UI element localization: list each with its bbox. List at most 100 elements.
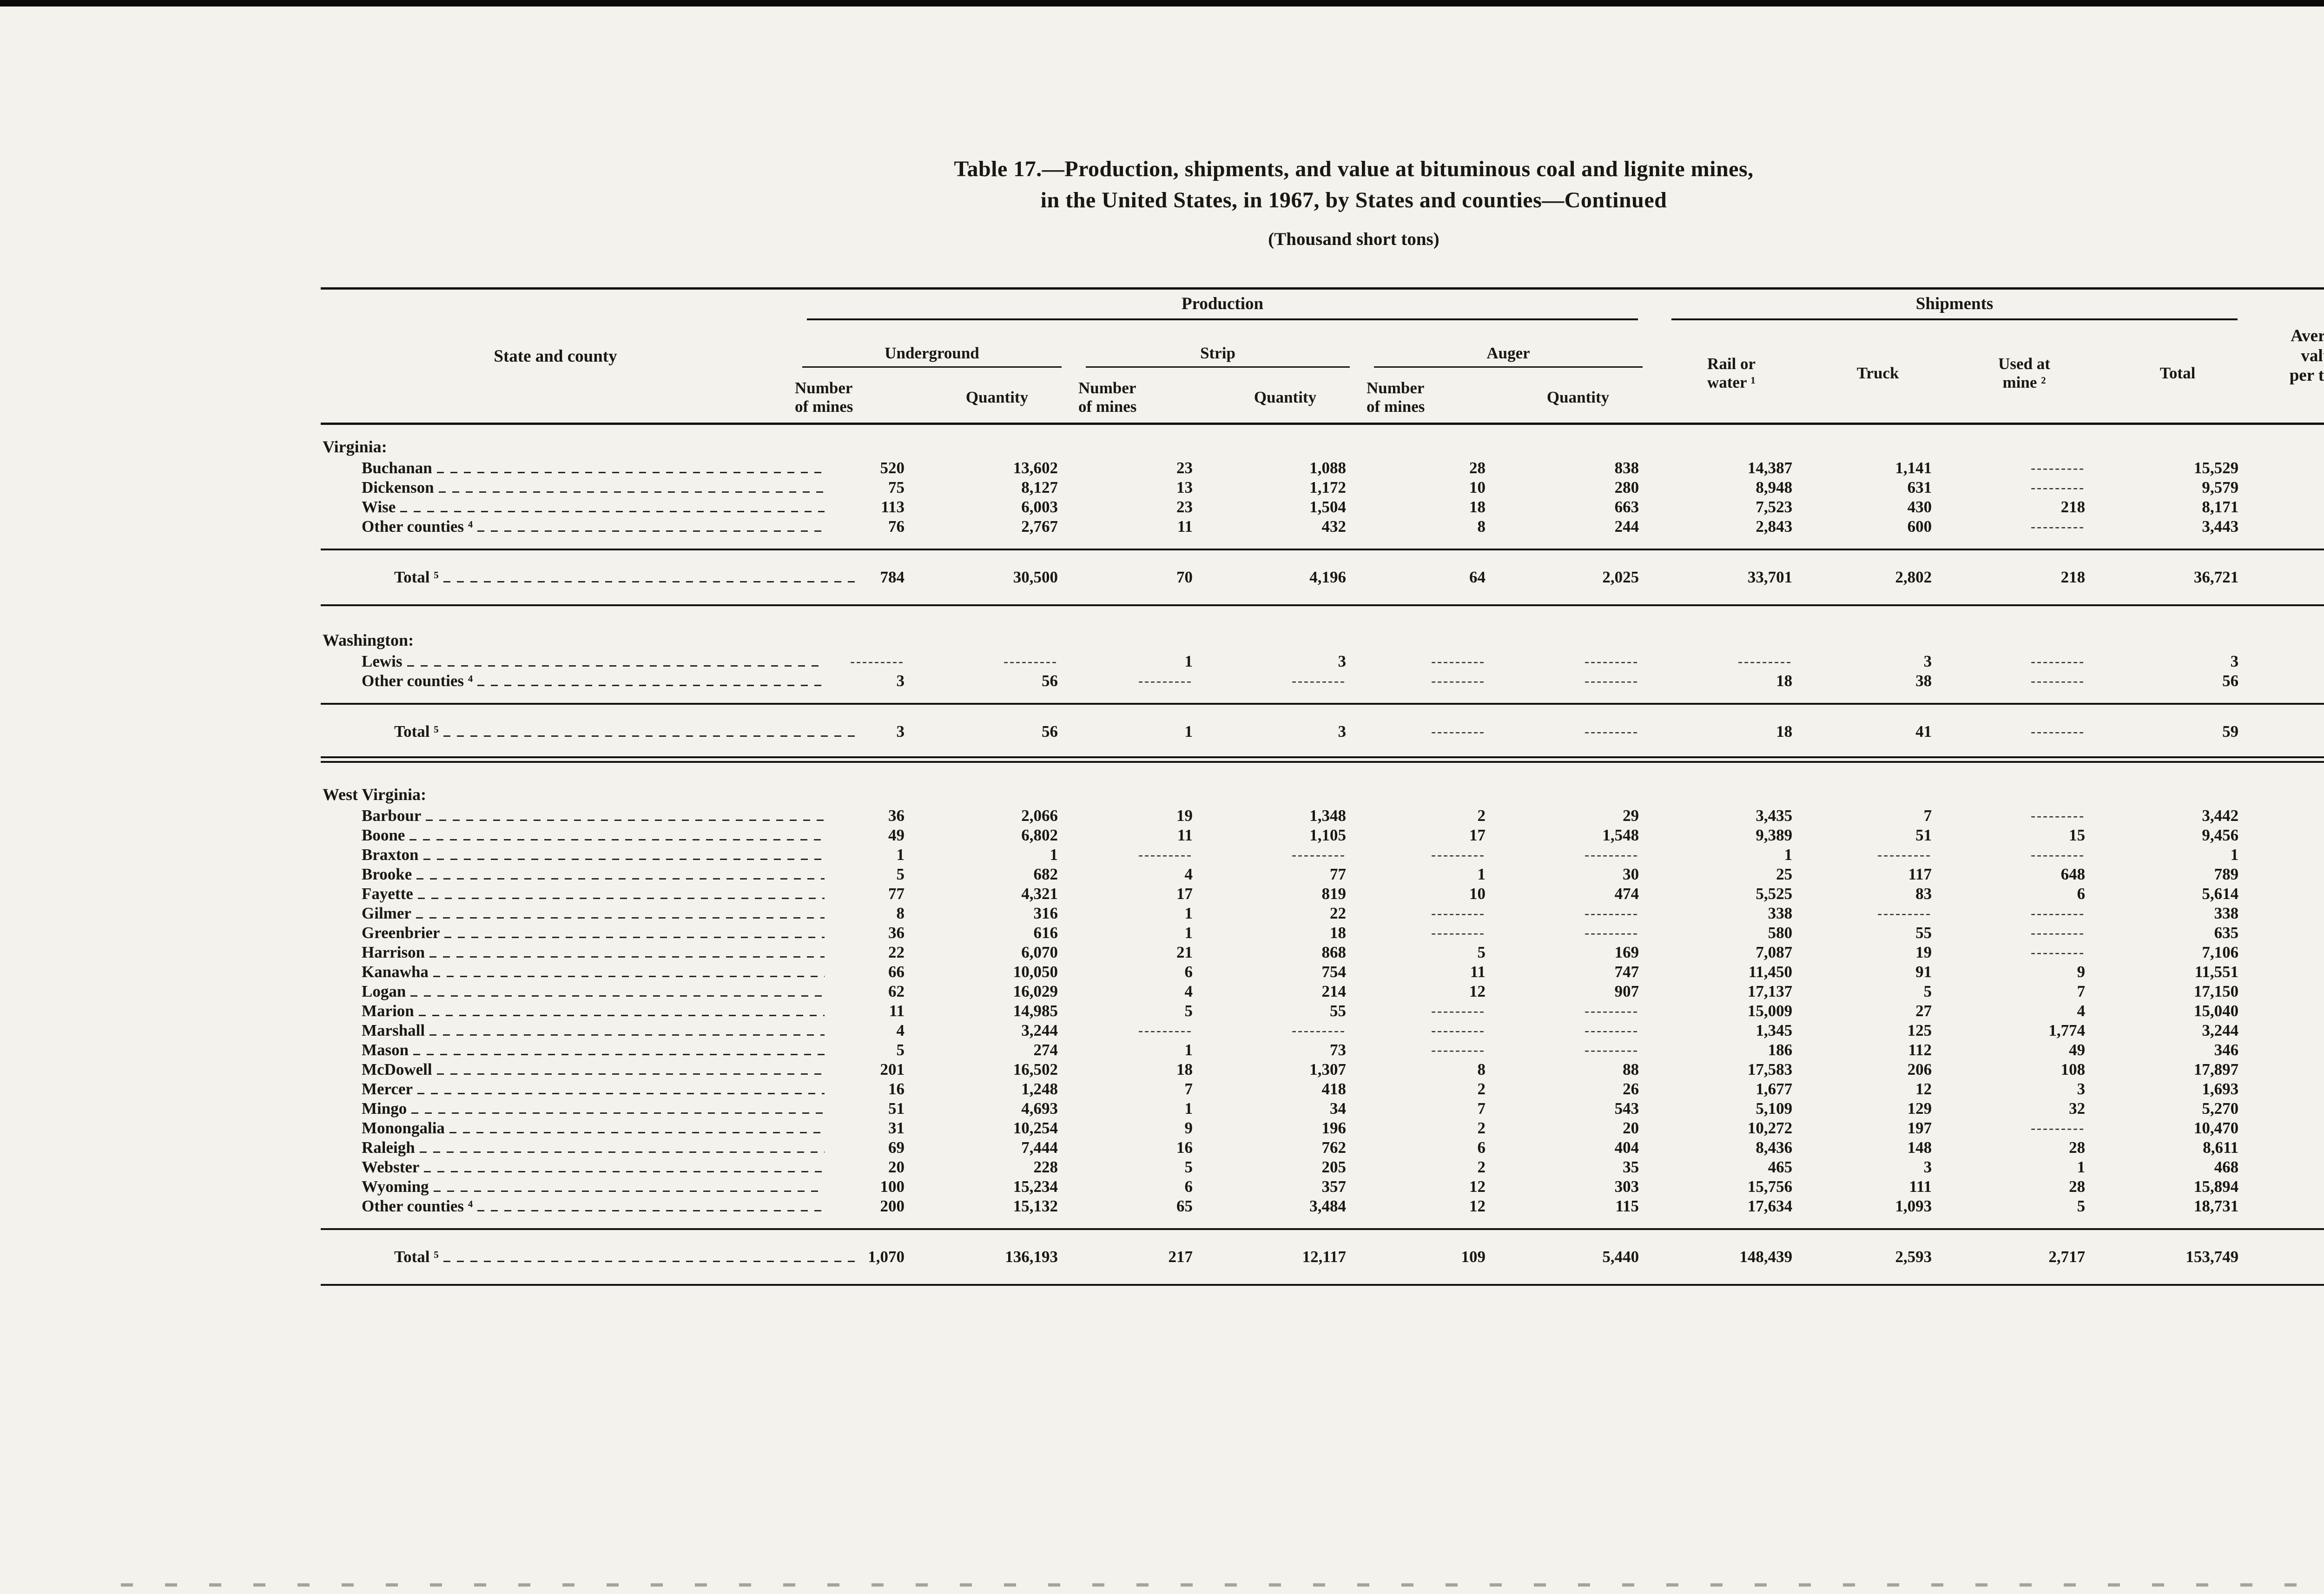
row-label-cell: Marshall [321, 1021, 825, 1040]
data-cell: 8.86 [2254, 671, 2324, 691]
data-cell: 22 [1330, 904, 1346, 922]
data-cell: 543 [1614, 1099, 1639, 1118]
row-label-text: Barbour [362, 807, 422, 825]
data-cell: 17,137 [1747, 982, 1793, 1000]
data-cell: 4.61 [2254, 1197, 2324, 1216]
double-rule-row [321, 747, 2324, 773]
county-row: McDowell 201 16,502 18 1,307 8 88 17,583 206 108 1… [321, 1060, 2324, 1079]
dot-leader [429, 956, 825, 958]
data-cell: 75 [888, 478, 905, 496]
data-cell: 17,634 [1747, 1197, 1793, 1215]
row-label-cell: Brooke [321, 865, 825, 884]
data-cell: 754 [1321, 963, 1347, 981]
row-label-wrap: Other counties ⁴ [321, 672, 831, 690]
header-auger-number-of-mines: Number of mines [1362, 372, 1501, 425]
data-cell: --------- [1138, 1023, 1193, 1038]
row-label-wrap: Other counties ⁴ [321, 1197, 831, 1216]
rule-line [321, 691, 2324, 717]
data-cell: --------- [1431, 673, 1486, 688]
header-rail-or-water: Rail or water ¹ [1655, 324, 1809, 425]
data-cell: --------- [2031, 1120, 2086, 1136]
row-label-text: Logan [362, 982, 406, 1000]
data-cell: 2 [1477, 807, 1486, 825]
data-cell: --------- [1431, 1003, 1486, 1019]
data-cell: 1 [896, 846, 905, 864]
county-row: Marshall 4 3,244 --------- --------- --------… [321, 1021, 2324, 1040]
data-cell: --------- [1585, 925, 1639, 940]
county-row: Brooke 5 682 4 77 1 30 25 117 648 789 3.58 [321, 865, 2324, 884]
table-title-block: Table 17.—Production, shipments, and val… [321, 153, 2324, 250]
data-cell: 418 [1321, 1080, 1347, 1098]
data-cell: 7 [1923, 807, 1932, 825]
row-label-wrap: Total ⁵ [321, 568, 864, 587]
data-cell: 69 [888, 1138, 905, 1157]
data-cell: 819 [1321, 885, 1347, 903]
data-cell: 7 [1477, 1099, 1486, 1118]
data-cell: 7,523 [1756, 498, 1793, 516]
data-cell: 18 [1776, 722, 1793, 741]
data-table: State and county Production Shipments Av… [321, 287, 2324, 1298]
dot-leader [443, 1261, 857, 1262]
data-cell: 7,444 [1021, 1138, 1058, 1157]
data-cell: --------- [1431, 1042, 1486, 1058]
data-cell: 12 [1469, 1197, 1486, 1215]
data-cell: 9,579 [2202, 478, 2239, 496]
data-cell: 5,109 [1756, 1099, 1793, 1118]
row-label-cell: Monongalia [321, 1118, 825, 1138]
row-label-cell: Barbour [321, 806, 825, 826]
row-label-cell: Lewis [321, 652, 825, 671]
data-cell: 108 [2060, 1060, 2086, 1078]
data-cell: 520 [880, 459, 905, 477]
data-cell: 4.72 [2254, 923, 2324, 943]
data-cell: 73 [1330, 1041, 1346, 1059]
header-strip: Strip [1074, 324, 1362, 372]
row-label-text: Other counties ⁴ [362, 1197, 473, 1215]
data-cell: 4,321 [1021, 885, 1058, 903]
data-cell: 5 [1184, 1158, 1193, 1176]
data-cell: 217 [1168, 1248, 1193, 1266]
row-label-text: Fayette [362, 885, 413, 903]
row-label-wrap: Greenbrier [321, 924, 831, 942]
data-cell: 6.48 [2254, 1079, 2324, 1099]
data-cell: 1 [1184, 722, 1193, 741]
data-cell: 18 [1176, 1060, 1193, 1078]
data-cell: 15,234 [1013, 1177, 1058, 1196]
data-cell: 228 [1033, 1158, 1058, 1176]
data-cell: 3 [896, 722, 905, 741]
dot-leader [411, 1112, 825, 1114]
data-cell: 18,731 [2193, 1197, 2239, 1215]
row-label-text: Other counties ⁴ [362, 517, 473, 536]
header-production: Production [790, 289, 1655, 324]
data-cell: 3 [1923, 1158, 1932, 1176]
row-label-text: Greenbrier [362, 924, 440, 942]
row-label-text: Wise [362, 498, 396, 516]
data-cell: 4 [896, 1021, 905, 1039]
data-cell: 33,701 [1747, 568, 1793, 586]
data-cell: 26 [1623, 1080, 1639, 1098]
row-label-wrap: Total ⁵ [321, 722, 864, 741]
data-cell: 474 [1614, 885, 1639, 903]
data-cell: 9,456 [2202, 826, 2239, 844]
data-cell: 1,677 [1756, 1080, 1793, 1098]
rule-row [321, 536, 2324, 562]
row-label-cell: Total ⁵ [321, 562, 857, 592]
header-strip-number-of-mines: Number of mines [1074, 372, 1208, 425]
header-strip-quantity: Quantity [1208, 372, 1362, 425]
data-cell: 430 [1907, 498, 1932, 516]
data-cell: 10,050 [1013, 963, 1058, 981]
row-label-cell: Buchanan [321, 458, 825, 478]
data-cell: 6,802 [1021, 826, 1058, 844]
row-label-wrap: Wyoming [321, 1177, 831, 1196]
row-label-text: Total ⁵ [394, 568, 439, 586]
data-cell: 20 [888, 1158, 905, 1176]
data-cell: 4.51 [2254, 1021, 2324, 1040]
data-cell: 115 [1615, 1197, 1639, 1215]
row-label-wrap: Fayette [321, 885, 831, 903]
dot-leader [429, 1034, 825, 1036]
data-cell: 2 [1477, 1119, 1486, 1137]
data-cell: 1,693 [2202, 1080, 2239, 1098]
data-cell: 59 [2222, 722, 2239, 741]
dot-leader [418, 1015, 825, 1016]
data-cell: --------- [1431, 724, 1486, 739]
row-label-text: Dickenson [362, 478, 434, 496]
